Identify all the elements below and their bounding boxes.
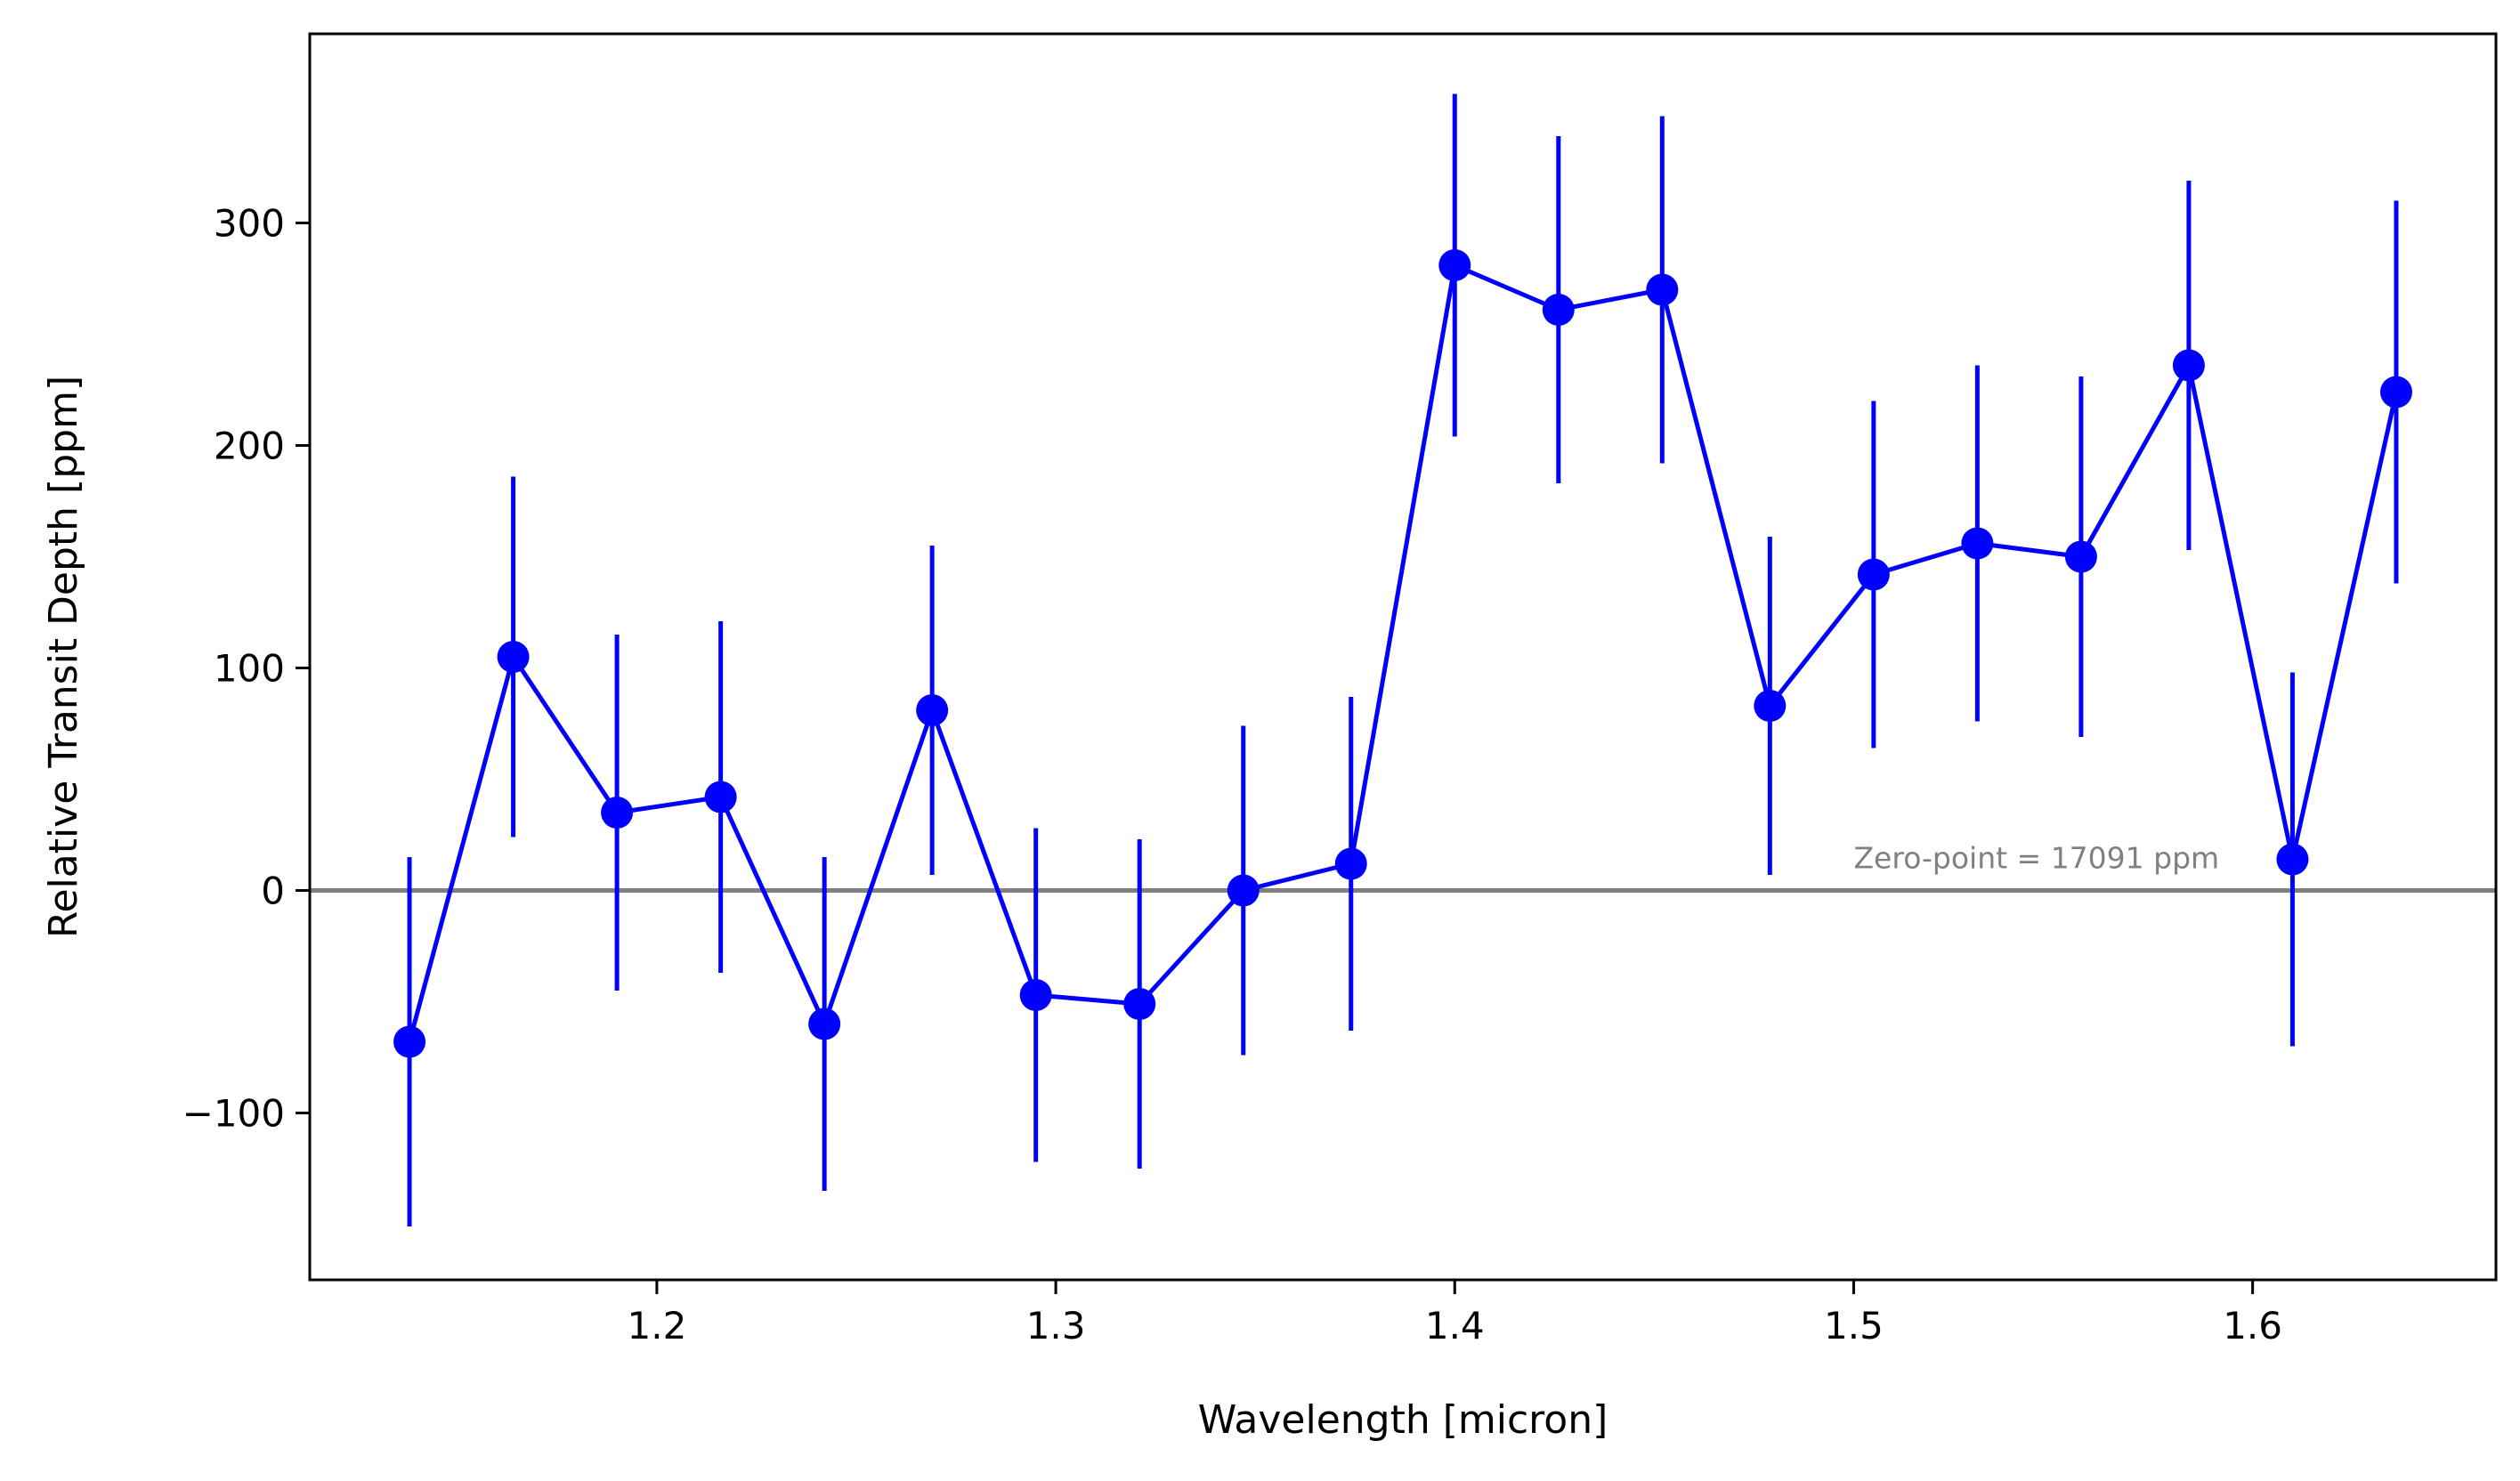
data-point bbox=[1123, 988, 1156, 1020]
data-point bbox=[601, 797, 634, 829]
x-tick-label: 1.2 bbox=[628, 1304, 687, 1347]
y-tick-label: 200 bbox=[214, 425, 285, 468]
data-point bbox=[2064, 540, 2097, 573]
data-point bbox=[2276, 843, 2309, 876]
x-axis-label: Wavelength [micron] bbox=[1198, 1397, 1608, 1443]
y-axis-label: Relative Transit Depth [ppm] bbox=[41, 376, 86, 938]
data-point bbox=[1857, 558, 1890, 591]
data-point bbox=[1754, 690, 1787, 722]
data-point bbox=[916, 694, 949, 726]
plot-area bbox=[310, 93, 2496, 1226]
data-point bbox=[393, 1025, 426, 1058]
axis-ticks: 1.2 1.3 1.4 1.5 1.6 −100 0 100 200 300 bbox=[182, 202, 2282, 1348]
data-point bbox=[1227, 874, 1260, 907]
plot-frame bbox=[308, 32, 2498, 1282]
data-point bbox=[1646, 273, 1679, 306]
x-tick-label: 1.3 bbox=[1026, 1304, 1086, 1347]
y-tick-label: 100 bbox=[214, 647, 285, 691]
data-point bbox=[1542, 294, 1575, 326]
data-point bbox=[2172, 349, 2205, 382]
data-point bbox=[1961, 527, 1994, 560]
data-point bbox=[1334, 847, 1367, 880]
data-point bbox=[704, 781, 737, 813]
zero-point-annotation: Zero-point = 17091 ppm bbox=[1853, 841, 2219, 876]
data-point bbox=[497, 641, 530, 673]
x-tick-label: 1.4 bbox=[1425, 1304, 1485, 1347]
x-tick-label: 1.5 bbox=[1824, 1304, 1884, 1347]
data-point bbox=[2379, 376, 2412, 409]
x-tick-label: 1.6 bbox=[2223, 1304, 2282, 1347]
data-point bbox=[1019, 979, 1052, 1011]
y-tick-label: 300 bbox=[214, 202, 285, 246]
data-point bbox=[808, 1008, 841, 1040]
y-tick-label: −100 bbox=[182, 1092, 285, 1136]
y-tick-label: 0 bbox=[261, 870, 285, 913]
series-line bbox=[407, 263, 2399, 1043]
data-point bbox=[1438, 249, 1471, 281]
